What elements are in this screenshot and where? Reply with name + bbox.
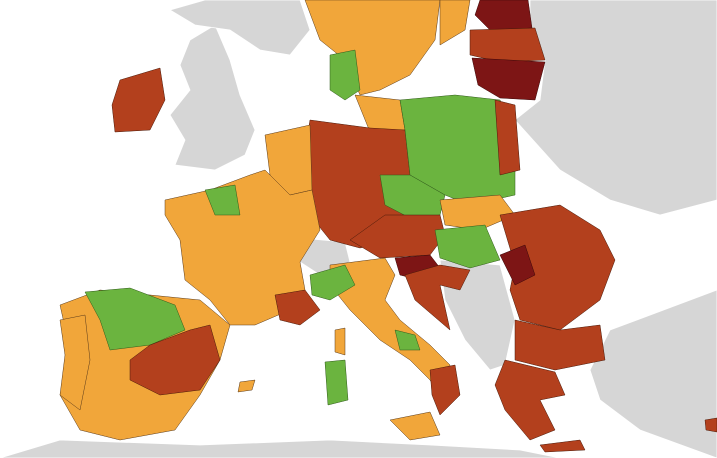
crete <box>539 439 586 453</box>
eu-regions <box>59 0 717 453</box>
sweden <box>304 0 441 96</box>
italy-center <box>394 329 421 351</box>
hungary <box>434 224 501 269</box>
norway <box>169 0 311 56</box>
poland-east <box>494 99 521 176</box>
turkey <box>589 289 717 458</box>
spain-center <box>129 324 221 396</box>
africa <box>0 439 561 458</box>
cyprus <box>704 417 717 433</box>
croatia <box>404 264 471 331</box>
balearic-islands <box>237 379 256 393</box>
great-britain <box>169 24 256 171</box>
greece <box>494 359 566 441</box>
sardinia <box>324 359 349 406</box>
slovakia <box>439 194 516 231</box>
italy-south <box>429 364 461 416</box>
bulgaria <box>514 319 606 371</box>
lithuania <box>471 57 546 101</box>
latvia <box>469 27 546 63</box>
france-south <box>274 289 321 326</box>
ireland <box>111 67 166 133</box>
italy-north-west <box>309 264 356 301</box>
portugal <box>59 314 91 411</box>
france-nw <box>204 184 241 216</box>
finland <box>439 0 471 46</box>
spain-north <box>84 287 186 351</box>
corsica <box>334 327 346 356</box>
sicily <box>389 411 441 441</box>
denmark <box>329 49 361 101</box>
romania-west <box>499 244 536 286</box>
